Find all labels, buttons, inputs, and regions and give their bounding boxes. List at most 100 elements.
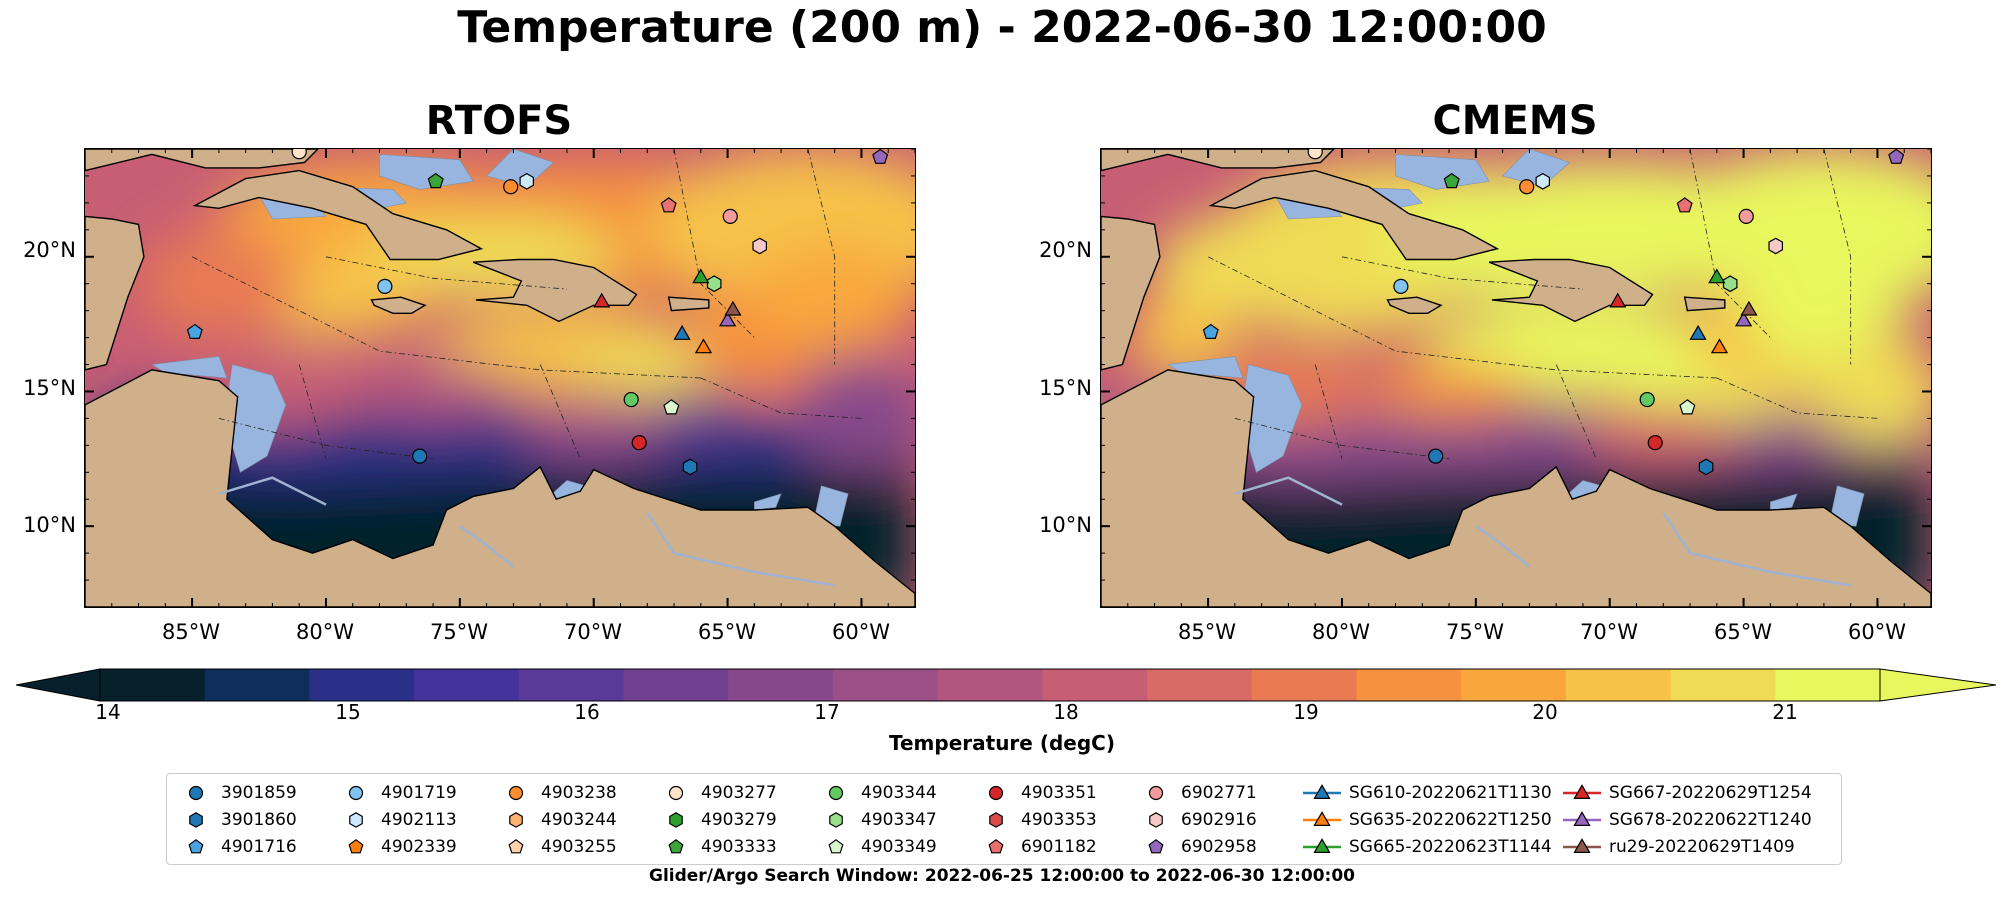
observation-marker[interactable] xyxy=(503,179,519,195)
observation-marker[interactable] xyxy=(291,149,307,160)
observation-marker[interactable] xyxy=(706,275,722,293)
legend-marker[interactable] xyxy=(668,839,684,854)
legend-marker-icon xyxy=(348,839,364,854)
observation-marker[interactable] xyxy=(631,435,647,451)
observation-marker[interactable] xyxy=(1519,179,1535,195)
legend-marker[interactable] xyxy=(828,785,844,801)
boundary-line xyxy=(700,377,862,419)
legend-marker[interactable] xyxy=(188,839,204,854)
colorbar-outline xyxy=(99,668,1881,702)
observation-marker[interactable] xyxy=(186,323,203,339)
legend-label: 6902916 xyxy=(1181,810,1257,830)
legend-marker[interactable] xyxy=(829,812,843,828)
observation-marker[interactable] xyxy=(1738,208,1754,224)
land-mass xyxy=(1386,296,1443,315)
observation-marker[interactable] xyxy=(1428,448,1444,464)
legend-marker[interactable] xyxy=(1148,785,1164,801)
observation-marker[interactable] xyxy=(1734,311,1753,327)
colorbar-band xyxy=(1775,669,1881,701)
map-canvas xyxy=(1101,149,1931,607)
observation-marker[interactable] xyxy=(623,391,639,408)
boundary-line xyxy=(1341,256,1583,290)
observation-marker[interactable] xyxy=(752,237,768,255)
observation-marker[interactable] xyxy=(1676,197,1693,213)
observation-marker[interactable] xyxy=(1768,237,1784,255)
observation-marker[interactable] xyxy=(1393,278,1409,294)
legend-marker[interactable] xyxy=(988,839,1004,854)
legend-label: 4903279 xyxy=(701,810,777,830)
observation-marker[interactable] xyxy=(673,324,691,340)
observation-marker[interactable] xyxy=(1710,338,1729,354)
observation-marker[interactable] xyxy=(682,458,698,476)
legend-marker[interactable] xyxy=(508,839,524,854)
observation-marker[interactable] xyxy=(1307,149,1323,160)
legend-label: SG665-20220623T1144 xyxy=(1349,837,1552,857)
observation-marker[interactable] xyxy=(593,292,611,308)
legend-marker[interactable] xyxy=(668,785,684,801)
legend-marker[interactable] xyxy=(508,785,524,801)
colorbar-band xyxy=(1251,669,1358,701)
observation-marker[interactable] xyxy=(1647,435,1663,451)
legend-marker[interactable] xyxy=(988,785,1004,801)
observation-marker[interactable] xyxy=(872,149,889,164)
legend-marker-icon xyxy=(508,839,524,854)
legend-marker[interactable] xyxy=(1573,811,1591,826)
observation-marker[interactable] xyxy=(1708,268,1726,284)
legend-marker[interactable] xyxy=(1149,812,1163,828)
legend-marker[interactable] xyxy=(669,812,683,828)
land-mass xyxy=(85,215,145,371)
legend-marker-icon xyxy=(188,839,204,854)
legend-marker[interactable] xyxy=(349,812,363,828)
observation-marker[interactable] xyxy=(377,278,393,294)
colorbar-tick: 14 xyxy=(95,700,121,724)
observation-marker[interactable] xyxy=(1698,458,1714,476)
observation-marker[interactable] xyxy=(1888,149,1905,164)
legend-marker[interactable] xyxy=(989,812,1003,828)
observation-marker[interactable] xyxy=(694,338,713,354)
observation-marker[interactable] xyxy=(1722,275,1738,293)
shallow-shelf xyxy=(1770,493,1798,511)
legend-marker[interactable] xyxy=(509,812,523,828)
observation-marker[interactable] xyxy=(1609,292,1627,308)
observation-marker[interactable] xyxy=(1639,391,1655,408)
legend-marker[interactable] xyxy=(1313,811,1331,826)
legend-marker[interactable] xyxy=(1148,839,1164,854)
observation-marker[interactable] xyxy=(1535,172,1550,190)
rtofs-temperature-map[interactable] xyxy=(84,148,916,608)
legend-label: 6901182 xyxy=(1021,837,1097,857)
legend-marker-icon xyxy=(828,839,844,854)
legend-marker-icon xyxy=(1148,785,1164,801)
observation-marker[interactable] xyxy=(412,448,428,464)
observation-marker[interactable] xyxy=(663,399,680,415)
legend-marker-icon xyxy=(189,812,203,828)
legend-marker-icon xyxy=(349,812,363,828)
legend-marker[interactable] xyxy=(1313,784,1331,799)
legend-marker[interactable] xyxy=(348,785,364,801)
land-mass xyxy=(1488,258,1654,323)
legend-marker-icon xyxy=(988,839,1004,854)
observation-marker[interactable] xyxy=(1679,399,1696,415)
observation-marker[interactable] xyxy=(1202,323,1219,339)
legend-marker[interactable] xyxy=(828,839,844,854)
legend-marker[interactable] xyxy=(1313,838,1331,853)
observation-marker[interactable] xyxy=(1740,300,1758,316)
land-mass xyxy=(370,296,427,315)
cmems-temperature-map[interactable] xyxy=(1100,148,1932,608)
observation-marker[interactable] xyxy=(519,172,534,190)
observation-marker[interactable] xyxy=(718,311,737,327)
observation-marker[interactable] xyxy=(1689,324,1707,340)
legend-marker[interactable] xyxy=(188,785,204,801)
observation-marker[interactable] xyxy=(692,268,710,284)
legend-label: 3901860 xyxy=(221,810,297,830)
observation-marker[interactable] xyxy=(1443,172,1460,189)
legend-marker[interactable] xyxy=(1573,784,1591,799)
observation-marker[interactable] xyxy=(427,172,444,189)
legend-label: 4903277 xyxy=(701,783,777,803)
legend-marker[interactable] xyxy=(1573,838,1591,853)
observation-marker[interactable] xyxy=(660,197,677,213)
boundary-line xyxy=(1234,418,1450,460)
observation-marker[interactable] xyxy=(722,208,738,224)
legend-marker[interactable] xyxy=(348,839,364,854)
observation-marker[interactable] xyxy=(724,300,742,316)
legend-marker[interactable] xyxy=(189,812,203,828)
